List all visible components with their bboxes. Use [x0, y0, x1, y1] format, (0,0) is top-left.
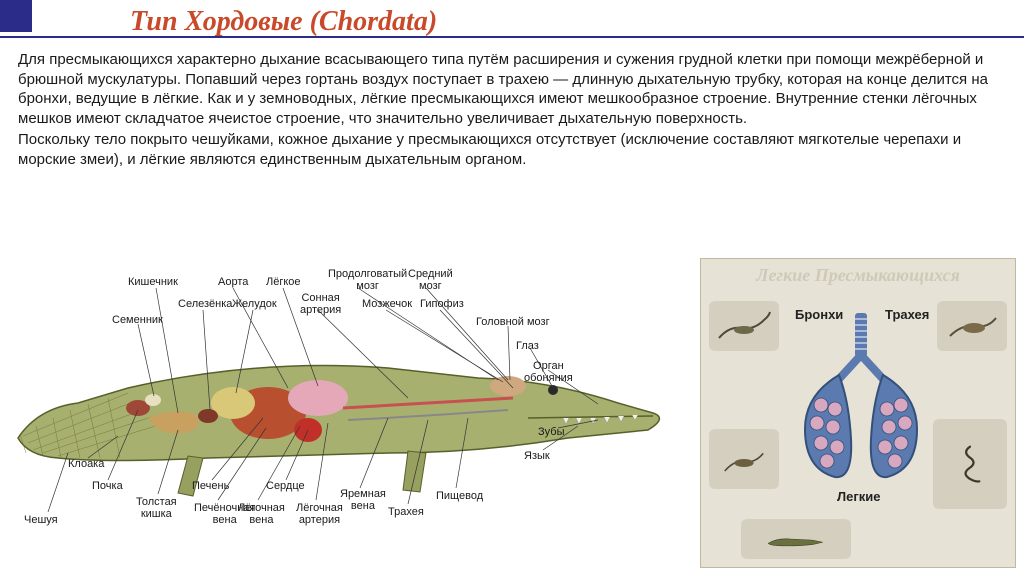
bronchus-right — [861, 355, 883, 379]
anatomy-label: Толстаякишка — [136, 496, 177, 520]
crocodile-svg — [8, 258, 688, 568]
reptile-lizard-3 — [709, 429, 779, 489]
body-paragraphs: Для пресмыкающихся характерно дыхание вс… — [18, 50, 1006, 169]
reptile-lizard-2 — [937, 301, 1007, 351]
lung-left — [805, 375, 851, 477]
bronchus-left — [839, 355, 861, 379]
anatomy-label: Глаз — [516, 340, 539, 352]
anatomy-label: Семенник — [112, 314, 163, 326]
organ-testis — [145, 394, 161, 406]
anatomy-label: Мозжечок — [362, 298, 412, 310]
anatomy-label: Печень — [192, 480, 229, 492]
organ-spleen — [198, 409, 218, 423]
anatomy-label: Органобоняния — [524, 360, 573, 384]
paragraph-2: Поскольку тело покрыто чешуйками, кожное… — [18, 130, 1006, 169]
croc-leg-front — [403, 451, 426, 492]
anatomy-label: Клоака — [68, 458, 104, 470]
lungs-panel-title: Легкие Пресмыкающихся — [701, 265, 1015, 286]
reptile-croc-small — [741, 519, 851, 559]
lungs-diagram — [791, 309, 931, 489]
anatomy-label: Головной мозг — [476, 316, 550, 328]
lungs-label-text: Легкие — [837, 489, 881, 504]
anatomy-label: Зубы — [538, 426, 564, 438]
anatomy-label: Язык — [524, 450, 550, 462]
anatomy-label: Чешуя — [24, 514, 58, 526]
anatomy-label: Средниймозг — [408, 268, 453, 292]
reptile-lizard-1 — [709, 301, 779, 351]
anatomy-label: Печёночнаявена — [194, 502, 255, 526]
anatomy-label: Сердце — [266, 480, 305, 492]
crocodile-diagram: Кишечник Аорта Лёгкое ПродолговатыймозгСред… — [8, 258, 688, 568]
anatomy-label: Соннаяартерия — [300, 292, 341, 316]
accent-square — [0, 0, 36, 36]
bronchi-label: Бронхи — [795, 307, 843, 322]
anatomy-label: Кишечник — [128, 276, 178, 288]
reptile-snake — [933, 419, 1007, 509]
anatomy-label: Почка — [92, 480, 123, 492]
trachea-shape — [855, 313, 867, 357]
paragraph-1: Для пресмыкающихся характерно дыхание вс… — [18, 50, 1006, 128]
page-title: Тип Хордовые (Chordata) — [130, 6, 437, 38]
trachea-label: Трахея — [885, 307, 929, 322]
anatomy-label: Лёгочнаяартерия — [296, 502, 343, 526]
anatomy-label: Трахея — [388, 506, 424, 518]
lungs-panel: Легкие Пресмыкающихся — [700, 258, 1016, 568]
anatomy-label: Гипофиз — [420, 298, 464, 310]
organ-brain — [490, 376, 526, 396]
croc-eye — [548, 385, 558, 395]
anatomy-label: Пищевод — [436, 490, 483, 502]
anatomy-label: Продолговатыймозг — [328, 268, 407, 292]
anatomy-label: Лёгкое — [266, 276, 301, 288]
anatomy-label: Яремнаявена — [340, 488, 386, 512]
lung-right — [871, 375, 917, 477]
anatomy-label: Аорта — [218, 276, 248, 288]
anatomy-label: Желудок — [232, 298, 277, 310]
anatomy-label: Селезёнка — [178, 298, 232, 310]
